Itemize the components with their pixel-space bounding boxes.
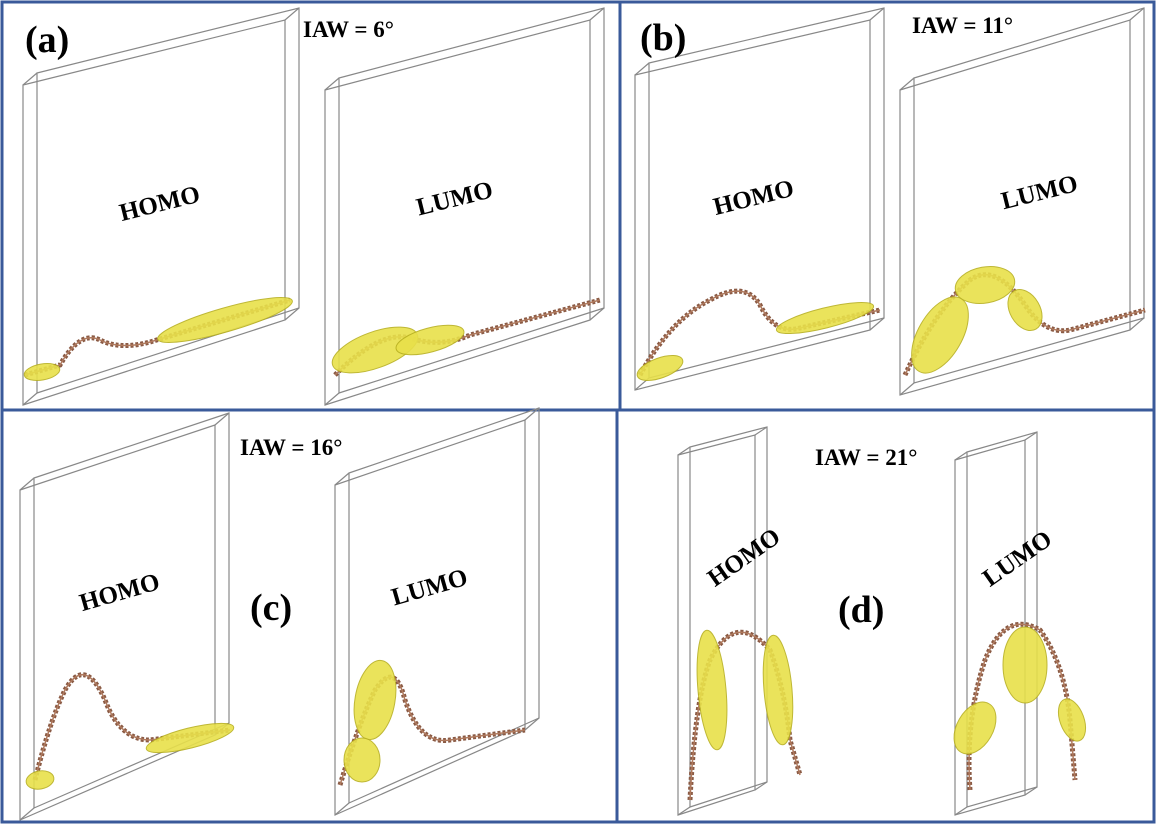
cell-edge [20, 808, 34, 820]
iaw-label: IAW = 21° [815, 445, 917, 470]
panel-label: (c) [250, 587, 292, 629]
iaw-label: IAW = 16° [240, 435, 342, 460]
orbital [759, 634, 796, 746]
cell-front [20, 425, 215, 820]
cell-edge [755, 782, 767, 790]
cell-edge [525, 718, 539, 730]
orbital [945, 695, 1004, 761]
figure: (a) IAW = 6° HOMO LUMO (b) IAW = 11° HOM… [0, 0, 1156, 824]
cell-edge [335, 803, 349, 815]
lumo-label: LUMO [414, 176, 496, 221]
homo-label: HOMO [711, 175, 797, 221]
cell-back [349, 408, 539, 803]
orbital [693, 629, 731, 751]
orbital [1003, 627, 1047, 703]
orbital [344, 738, 380, 782]
orbital [1053, 695, 1091, 745]
homo-label: HOMO [77, 568, 163, 617]
lumo-label: LUMO [999, 170, 1081, 215]
orbital [23, 361, 61, 383]
lumo-label: LUMO [389, 564, 471, 611]
orbital [25, 769, 56, 792]
orbital [393, 319, 467, 360]
panel-frame [2, 2, 1154, 822]
panel-label: (d) [838, 589, 884, 631]
panel-label: (a) [25, 19, 69, 61]
cell-edge [678, 807, 690, 815]
artwork [20, 8, 1145, 820]
cell-back [34, 413, 229, 808]
iaw-label: IAW = 11° [912, 13, 1013, 38]
outer-border [2, 2, 1154, 822]
homo-label: HOMO [703, 523, 786, 592]
cell-front [955, 440, 1025, 815]
orbital [634, 350, 686, 385]
orbital [154, 289, 295, 351]
iaw-label: IAW = 6° [303, 17, 394, 42]
panel-label: (b) [640, 17, 686, 59]
lumo-label: LUMO [978, 526, 1057, 593]
homo-label: HOMO [117, 181, 203, 227]
